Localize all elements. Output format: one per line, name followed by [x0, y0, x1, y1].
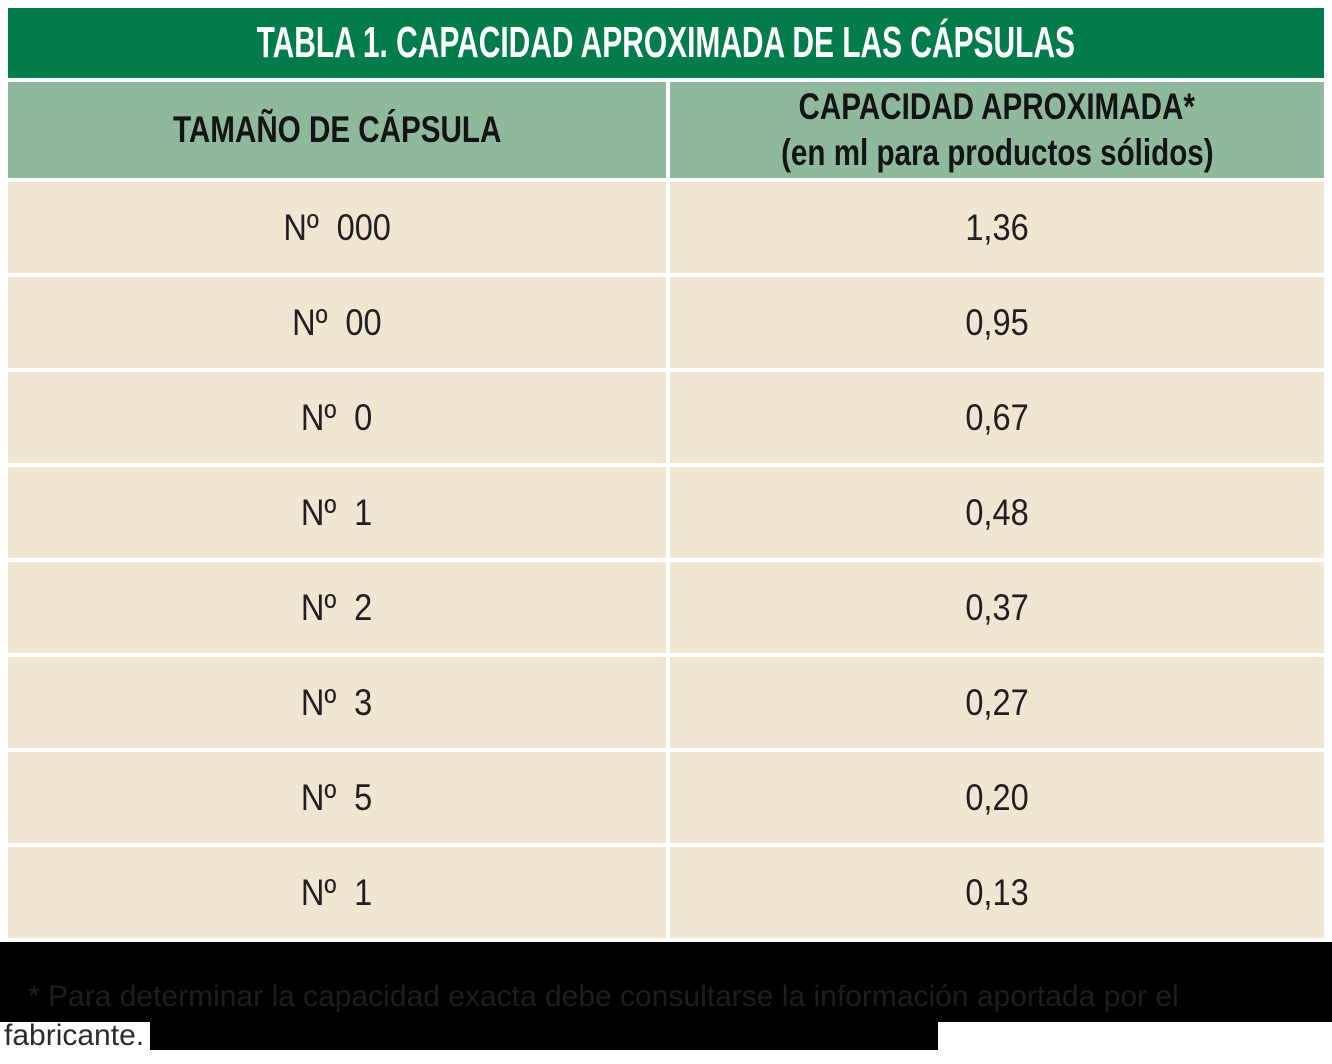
- capacity-cell: 0,48: [670, 467, 1324, 558]
- table-row: Nº 2 0,37: [8, 562, 1324, 653]
- footnote-line2: fabricante.: [4, 1019, 145, 1052]
- capacity-value: 0,48: [965, 491, 1029, 533]
- capacity-value: 0,20: [965, 776, 1029, 818]
- size-value: Nº 5: [301, 776, 373, 818]
- table-row: Nº 1 0,48: [8, 467, 1324, 558]
- size-cell: Nº 5: [8, 752, 666, 843]
- column-header-size-label: TAMAÑO DE CÁPSULA: [172, 109, 502, 151]
- table-title: TABLA 1. CAPACIDAD APROXIMADA DE LAS CÁP…: [256, 18, 1076, 67]
- size-value: Nº 1: [301, 871, 373, 913]
- size-value: Nº 00: [292, 301, 382, 343]
- size-value: Nº 0: [301, 396, 373, 438]
- capacity-value: 0,27: [965, 681, 1029, 723]
- column-header-capacity-line2: (en ml para productos sólidos): [780, 132, 1214, 173]
- column-header-capacity: CAPACIDAD APROXIMADA* (en ml para produc…: [670, 82, 1324, 178]
- size-cell: Nº 1: [8, 467, 666, 558]
- table-row: Nº 3 0,27: [8, 657, 1324, 748]
- table-row: Nº 1 0,13: [8, 847, 1324, 938]
- capacity-value: 1,36: [965, 206, 1029, 248]
- redaction-bar: [150, 1022, 939, 1050]
- size-cell: Nº 2: [8, 562, 666, 653]
- capacity-cell: 0,67: [670, 372, 1324, 463]
- capacity-cell: 1,36: [670, 182, 1324, 273]
- size-cell: Nº 00: [8, 277, 666, 368]
- capacity-cell: 0,95: [670, 277, 1324, 368]
- size-value: Nº 1: [301, 491, 373, 533]
- size-value: Nº 000: [283, 206, 391, 248]
- capacity-value: 0,67: [965, 396, 1029, 438]
- table-row: Nº 000 1,36: [8, 182, 1324, 273]
- capacity-value: 0,37: [965, 586, 1029, 628]
- column-header-capacity-line1: CAPACIDAD APROXIMADA*: [798, 86, 1196, 128]
- capacity-cell: 0,20: [670, 752, 1324, 843]
- footnote-line2-row: fabricante.: [0, 1019, 1332, 1052]
- footnote-band: * Para determinar la capacidad exacta de…: [0, 942, 1332, 1022]
- size-cell: Nº 1: [8, 847, 666, 938]
- capacity-cell: 0,13: [670, 847, 1324, 938]
- size-value: Nº 3: [301, 681, 373, 723]
- table-row: Nº 0 0,67: [8, 372, 1324, 463]
- column-header-size: TAMAÑO DE CÁPSULA: [8, 82, 666, 178]
- capacity-cell: 0,37: [670, 562, 1324, 653]
- capacity-cell: 0,27: [670, 657, 1324, 748]
- size-value: Nº 2: [301, 586, 373, 628]
- capsule-capacity-table: TABLA 1. CAPACIDAD APROXIMADA DE LAS CÁP…: [8, 8, 1324, 938]
- size-cell: Nº 000: [8, 182, 666, 273]
- table-title-band: TABLA 1. CAPACIDAD APROXIMADA DE LAS CÁP…: [8, 8, 1324, 78]
- footnote-line1: * Para determinar la capacidad exacta de…: [28, 980, 1179, 1013]
- capacity-value: 0,13: [965, 871, 1029, 913]
- size-cell: Nº 3: [8, 657, 666, 748]
- size-cell: Nº 0: [8, 372, 666, 463]
- capacity-value: 0,95: [965, 301, 1029, 343]
- table-header-row: TAMAÑO DE CÁPSULA CAPACIDAD APROXIMADA* …: [8, 82, 1324, 178]
- table-row: Nº 00 0,95: [8, 277, 1324, 368]
- table-row: Nº 5 0,20: [8, 752, 1324, 843]
